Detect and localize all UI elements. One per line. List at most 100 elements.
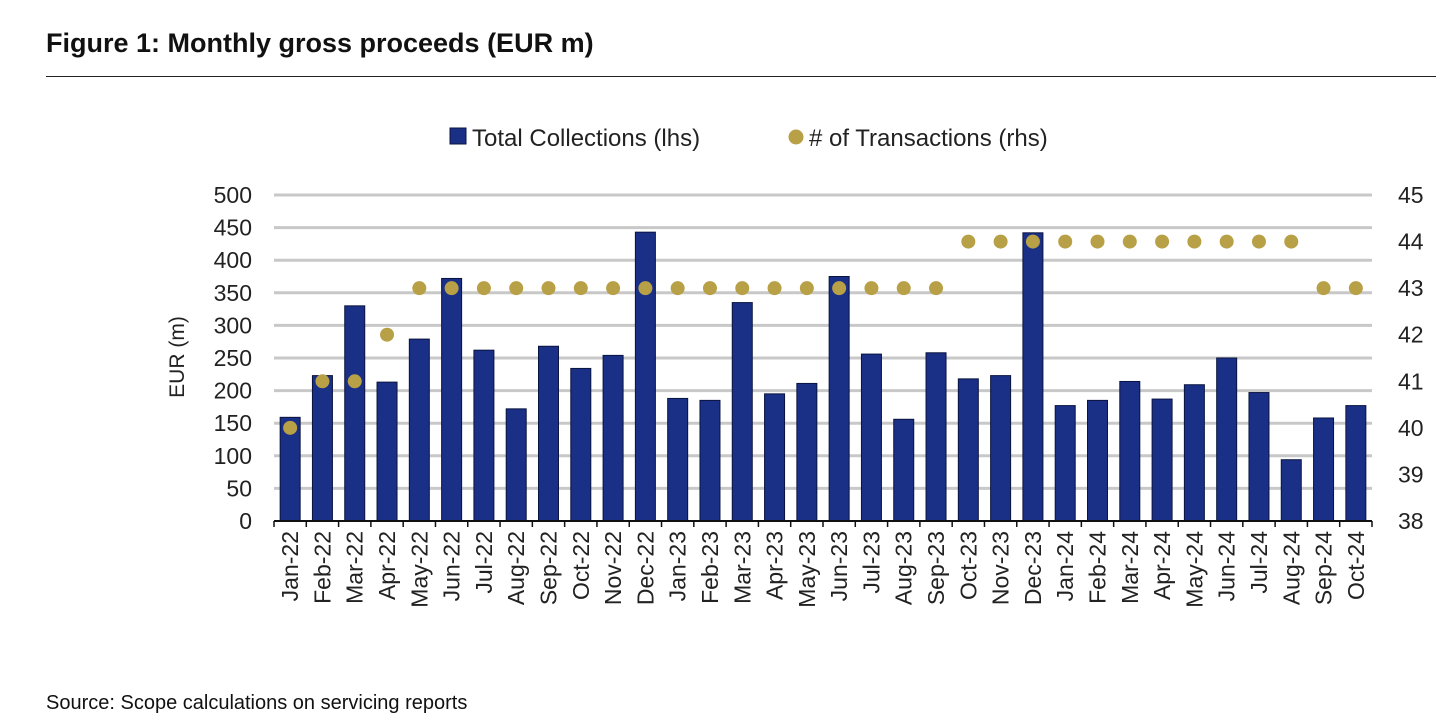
y2-tick-label: 40 <box>1398 415 1424 441</box>
x-tick-label: Oct-24 <box>1343 531 1369 600</box>
bar-apr-24 <box>1151 398 1173 522</box>
bar-feb-22 <box>311 375 333 522</box>
x-tick-label: Nov-22 <box>600 531 626 605</box>
bar-nov-22 <box>602 354 624 522</box>
point-feb-22 <box>315 374 330 389</box>
legend-swatch-transactions <box>788 129 804 145</box>
x-tick-label: Jul-22 <box>471 531 497 594</box>
x-tick-label: Dec-23 <box>1020 531 1046 605</box>
bar-dec-23 <box>1022 232 1044 522</box>
gridlines <box>274 193 1372 490</box>
point-mar-24 <box>1122 234 1137 249</box>
x-tick-label: Jun-22 <box>439 531 465 601</box>
x-tick-label: Jul-23 <box>858 531 884 594</box>
point-jun-24 <box>1219 234 1234 249</box>
x-tick-label: Aug-22 <box>503 531 529 605</box>
point-apr-22 <box>380 327 395 342</box>
point-jan-24 <box>1058 234 1073 249</box>
point-feb-23 <box>702 281 717 296</box>
point-apr-24 <box>1155 234 1170 249</box>
point-nov-22 <box>606 281 621 296</box>
x-tick-label: Jun-24 <box>1214 531 1240 602</box>
x-tick-label: May-22 <box>406 531 432 608</box>
bar-jan-24 <box>1054 405 1076 522</box>
bar-oct-22 <box>570 367 592 522</box>
bar-jun-24 <box>1216 357 1238 522</box>
y-tick-label: 450 <box>214 215 252 241</box>
y-tick-label: 100 <box>214 443 252 469</box>
figure-title: Figure 1: Monthly gross proceeds (EUR m) <box>46 28 594 58</box>
point-jan-23 <box>670 281 685 296</box>
x-tick-label: Jan-24 <box>1052 531 1078 602</box>
y2-tick-label: 38 <box>1398 508 1424 534</box>
point-jul-22 <box>476 281 491 296</box>
point-dec-22 <box>638 281 653 296</box>
x-tick-label: Oct-23 <box>955 531 981 600</box>
bar-mar-24 <box>1119 380 1141 522</box>
y-tick-label: 400 <box>214 247 252 273</box>
x-tick-label: Sep-23 <box>923 531 949 605</box>
scatter-series <box>283 234 1363 435</box>
bar-may-24 <box>1183 384 1205 522</box>
x-tick-label: Aug-23 <box>891 531 917 605</box>
point-jul-23 <box>864 281 879 296</box>
y2-tick-label: 41 <box>1398 368 1424 394</box>
x-tick-label: Mar-24 <box>1117 531 1143 604</box>
point-jul-24 <box>1251 234 1266 249</box>
bar-may-22 <box>408 338 430 522</box>
legend-label-transactions: # of Transactions (rhs) <box>809 125 1048 152</box>
y2-tick-label: 43 <box>1398 275 1424 301</box>
x-tick-label: Oct-22 <box>568 531 594 600</box>
bar-jul-24 <box>1248 392 1270 522</box>
bar-apr-22 <box>376 381 398 522</box>
bar-mar-22 <box>344 305 366 522</box>
bar-may-23 <box>796 382 818 522</box>
bar-jun-22 <box>441 277 463 522</box>
x-tick-label: Jan-22 <box>277 531 303 601</box>
point-may-24 <box>1187 234 1202 249</box>
title-divider <box>46 76 1436 77</box>
point-nov-23 <box>993 234 1008 249</box>
point-sep-24 <box>1316 281 1331 296</box>
y-tick-label: 300 <box>214 312 252 338</box>
point-mar-22 <box>347 374 362 389</box>
point-jan-22 <box>283 420 298 435</box>
x-tick-label: Apr-23 <box>762 531 788 600</box>
x-tick-label: May-24 <box>1181 531 1207 608</box>
bar-jul-22 <box>473 349 495 522</box>
bar-dec-22 <box>634 231 656 522</box>
y-tick-label: 500 <box>214 182 252 208</box>
bar-sep-22 <box>538 345 559 522</box>
legend-label-total-collections: Total Collections (lhs) <box>472 125 700 152</box>
y-tick-label: 350 <box>214 280 252 306</box>
y-tick-label: 250 <box>214 345 252 371</box>
bar-aug-22 <box>505 408 527 522</box>
bar-aug-23 <box>893 418 915 522</box>
x-tick-label: Jun-23 <box>826 531 852 601</box>
point-sep-22 <box>541 281 556 296</box>
x-tick-label: Dec-22 <box>632 531 658 605</box>
bar-feb-23 <box>699 399 721 522</box>
point-may-23 <box>799 281 814 296</box>
x-tick-label: Sep-24 <box>1311 531 1337 605</box>
bar-apr-23 <box>764 393 786 522</box>
point-feb-24 <box>1090 234 1105 249</box>
y-tick-label: 0 <box>239 508 252 534</box>
source-note: Source: Scope calculations on servicing … <box>46 692 468 714</box>
x-tick-label: Aug-24 <box>1278 531 1304 605</box>
bar-oct-24 <box>1345 405 1367 522</box>
legend: Total Collections (lhs) # of Transaction… <box>449 125 1048 152</box>
x-tick-label: Feb-22 <box>309 531 335 604</box>
bar-jun-23 <box>828 276 850 522</box>
point-aug-23 <box>896 281 911 296</box>
point-dec-23 <box>1025 234 1040 249</box>
y-tick-label: 200 <box>214 378 252 404</box>
point-oct-24 <box>1348 281 1363 296</box>
x-tick-label: Sep-22 <box>536 531 562 605</box>
axes: 0 50 100 150 200 250 300 350 400 450 500 38 39 40 41 42… <box>214 182 1424 608</box>
bar-jul-23 <box>860 353 882 522</box>
x-tick-label: Mar-23 <box>729 531 755 604</box>
bar-sep-23 <box>925 352 947 522</box>
bar-jan-23 <box>667 397 689 522</box>
